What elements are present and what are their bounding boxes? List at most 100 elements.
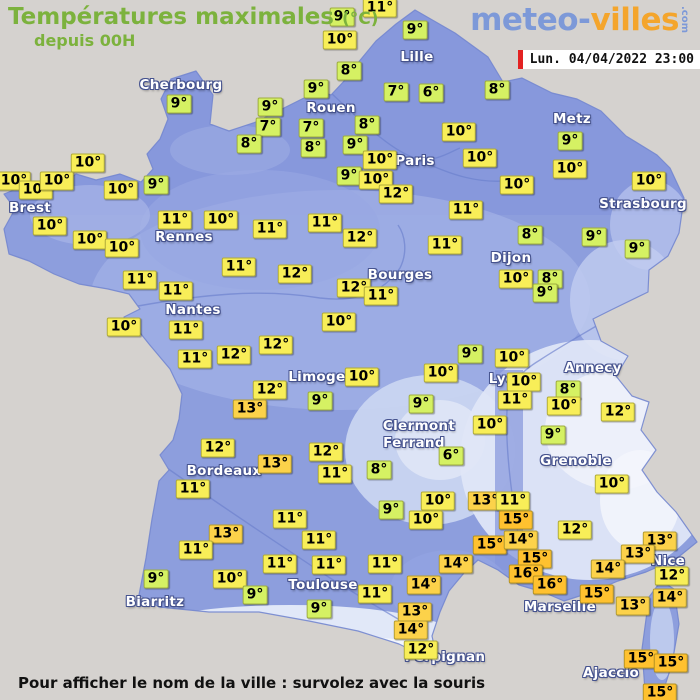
temp-label[interactable]: 13° bbox=[232, 399, 268, 419]
temp-label[interactable]: 8° bbox=[555, 380, 581, 400]
temp-label[interactable]: 11° bbox=[175, 479, 211, 499]
temp-label[interactable]: 10° bbox=[322, 30, 358, 50]
temp-label[interactable]: 13° bbox=[208, 524, 244, 544]
temp-label[interactable]: 11° bbox=[427, 235, 463, 255]
temp-label[interactable]: 12° bbox=[277, 264, 313, 284]
temp-label[interactable]: 6° bbox=[438, 446, 464, 466]
temp-label[interactable]: 9° bbox=[532, 283, 558, 303]
temp-label[interactable]: 13° bbox=[615, 596, 651, 616]
temp-label[interactable]: 10° bbox=[70, 153, 106, 173]
temp-label[interactable]: 12° bbox=[308, 442, 344, 462]
temp-label[interactable]: 10° bbox=[32, 216, 68, 236]
temp-label[interactable]: 8° bbox=[517, 225, 543, 245]
temp-label[interactable]: 10° bbox=[420, 491, 456, 511]
temp-label[interactable]: 10° bbox=[506, 372, 542, 392]
temp-label[interactable]: 12° bbox=[336, 278, 372, 298]
temp-label[interactable]: 12° bbox=[654, 566, 690, 586]
temp-label[interactable]: 9° bbox=[307, 391, 333, 411]
temp-label[interactable]: 7° bbox=[298, 118, 324, 138]
temp-label[interactable]: 10° bbox=[552, 159, 588, 179]
temp-label[interactable]: 10° bbox=[408, 510, 444, 530]
temp-label[interactable]: 9° bbox=[242, 585, 268, 605]
temp-label[interactable]: 11° bbox=[311, 555, 347, 575]
temp-label[interactable]: 11° bbox=[158, 281, 194, 301]
temp-label[interactable]: 11° bbox=[177, 349, 213, 369]
temp-label[interactable]: 11° bbox=[363, 286, 399, 306]
temp-label[interactable]: 9° bbox=[378, 500, 404, 520]
temp-label[interactable]: 9° bbox=[303, 79, 329, 99]
temp-label[interactable]: 10° bbox=[212, 569, 248, 589]
temp-label[interactable]: 9° bbox=[457, 344, 483, 364]
temp-label[interactable]: 12° bbox=[378, 184, 414, 204]
temp-label[interactable]: 8° bbox=[366, 460, 392, 480]
temp-label[interactable]: 11° bbox=[168, 320, 204, 340]
temp-label[interactable]: 10° bbox=[462, 148, 498, 168]
temp-label[interactable]: 11° bbox=[367, 554, 403, 574]
temp-label[interactable]: 12° bbox=[557, 520, 593, 540]
temp-label[interactable]: 10° bbox=[546, 396, 582, 416]
temp-label[interactable]: 10° bbox=[594, 474, 630, 494]
temp-label[interactable]: 15° bbox=[653, 653, 689, 673]
temp-label[interactable]: 9° bbox=[408, 394, 434, 414]
temp-label[interactable]: 9° bbox=[624, 239, 650, 259]
temp-label[interactable]: 10° bbox=[321, 312, 357, 332]
temp-label[interactable]: 10° bbox=[39, 171, 75, 191]
temp-label[interactable]: 14° bbox=[393, 620, 429, 640]
temp-label[interactable]: 10° bbox=[203, 210, 239, 230]
temp-label[interactable]: 9° bbox=[329, 7, 355, 27]
temp-label[interactable]: 11° bbox=[178, 540, 214, 560]
temp-label[interactable]: 9° bbox=[540, 425, 566, 445]
temp-label[interactable]: 9° bbox=[557, 131, 583, 151]
temp-label[interactable]: 11° bbox=[262, 554, 298, 574]
temp-label[interactable]: 13° bbox=[397, 602, 433, 622]
temp-label[interactable]: 6° bbox=[418, 83, 444, 103]
temp-label[interactable]: 12° bbox=[403, 640, 439, 660]
temp-label[interactable]: 11° bbox=[252, 219, 288, 239]
temp-label[interactable]: 10° bbox=[423, 363, 459, 383]
temp-label[interactable]: 12° bbox=[600, 402, 636, 422]
temp-label[interactable]: 10° bbox=[362, 150, 398, 170]
temp-label[interactable]: 10° bbox=[499, 175, 535, 195]
temp-label[interactable]: 11° bbox=[122, 270, 158, 290]
temp-label[interactable]: 13° bbox=[257, 454, 293, 474]
temp-label[interactable]: 10° bbox=[494, 348, 530, 368]
temp-label[interactable]: 7° bbox=[383, 82, 409, 102]
temp-label[interactable]: 8° bbox=[484, 80, 510, 100]
temp-label[interactable]: 10° bbox=[344, 367, 380, 387]
temp-label[interactable]: 11° bbox=[448, 200, 484, 220]
temp-label[interactable]: 10° bbox=[103, 180, 139, 200]
temp-label[interactable]: 10° bbox=[631, 171, 667, 191]
temp-label[interactable]: 12° bbox=[216, 345, 252, 365]
temp-label[interactable]: 9° bbox=[581, 227, 607, 247]
temp-label[interactable]: 11° bbox=[497, 390, 533, 410]
temp-label[interactable]: 11° bbox=[357, 584, 393, 604]
temp-label[interactable]: 11° bbox=[221, 257, 257, 277]
temp-label[interactable]: 10° bbox=[106, 317, 142, 337]
temp-label[interactable]: 8° bbox=[236, 134, 262, 154]
temp-label[interactable]: 9° bbox=[306, 599, 332, 619]
temp-label[interactable]: 10° bbox=[498, 269, 534, 289]
temp-label[interactable]: 10° bbox=[104, 238, 140, 258]
temp-label[interactable]: 9° bbox=[402, 20, 428, 40]
temp-label[interactable]: 11° bbox=[495, 491, 531, 511]
temp-label[interactable]: 8° bbox=[354, 115, 380, 135]
temp-label[interactable]: 11° bbox=[317, 464, 353, 484]
temp-label[interactable]: 15° bbox=[472, 535, 508, 555]
temp-label[interactable]: 16° bbox=[532, 575, 568, 595]
temp-label[interactable]: 8° bbox=[336, 61, 362, 81]
temp-label[interactable]: 14° bbox=[406, 575, 442, 595]
temp-label[interactable]: 12° bbox=[258, 335, 294, 355]
temp-label[interactable]: 15° bbox=[579, 584, 615, 604]
temp-label[interactable]: 9° bbox=[342, 135, 368, 155]
temp-label[interactable]: 15° bbox=[642, 683, 678, 700]
temp-label[interactable]: 12° bbox=[342, 228, 378, 248]
temp-label[interactable]: 9° bbox=[166, 94, 192, 114]
temp-label[interactable]: 11° bbox=[272, 509, 308, 529]
temp-label[interactable]: 10° bbox=[72, 230, 108, 250]
meteo-villes-logo[interactable]: meteo-villes.com bbox=[470, 2, 690, 38]
temp-label[interactable]: 13° bbox=[620, 544, 656, 564]
temp-label[interactable]: 8° bbox=[300, 138, 326, 158]
temp-label[interactable]: 10° bbox=[441, 122, 477, 142]
temp-label[interactable]: 7° bbox=[255, 117, 281, 137]
